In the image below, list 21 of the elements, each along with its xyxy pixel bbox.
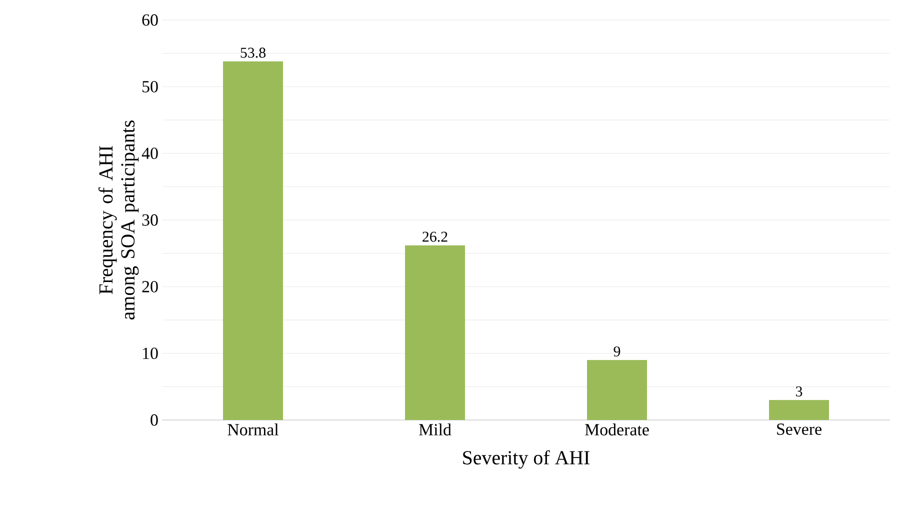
y-tick-label: 20 xyxy=(142,280,158,292)
y-axis-title: Frequency of AHI among SOA participants xyxy=(98,120,139,320)
x-tick-label: Severe xyxy=(777,424,822,435)
x-tick-label: Mild xyxy=(419,424,452,436)
y-tick-label: 30 xyxy=(142,214,158,226)
bar xyxy=(223,61,284,420)
x-axis-title: Severity of AHI xyxy=(463,450,590,469)
data-label: 3 xyxy=(796,386,802,396)
bar xyxy=(405,245,466,420)
y-tick-label: 0 xyxy=(150,414,158,426)
data-label: 53.8 xyxy=(240,48,266,58)
bar xyxy=(587,360,648,420)
y-tick-label: 50 xyxy=(142,80,158,92)
bar xyxy=(769,400,830,420)
y-tick-label: 40 xyxy=(142,148,158,160)
x-tick-label: Normal xyxy=(228,424,279,436)
data-label: 26.2 xyxy=(422,232,448,242)
y-tick-label: 10 xyxy=(143,348,158,360)
data-label: 9 xyxy=(614,346,620,356)
x-tick-label: Moderate xyxy=(585,424,649,436)
y-tick-label: 60 xyxy=(142,14,158,26)
